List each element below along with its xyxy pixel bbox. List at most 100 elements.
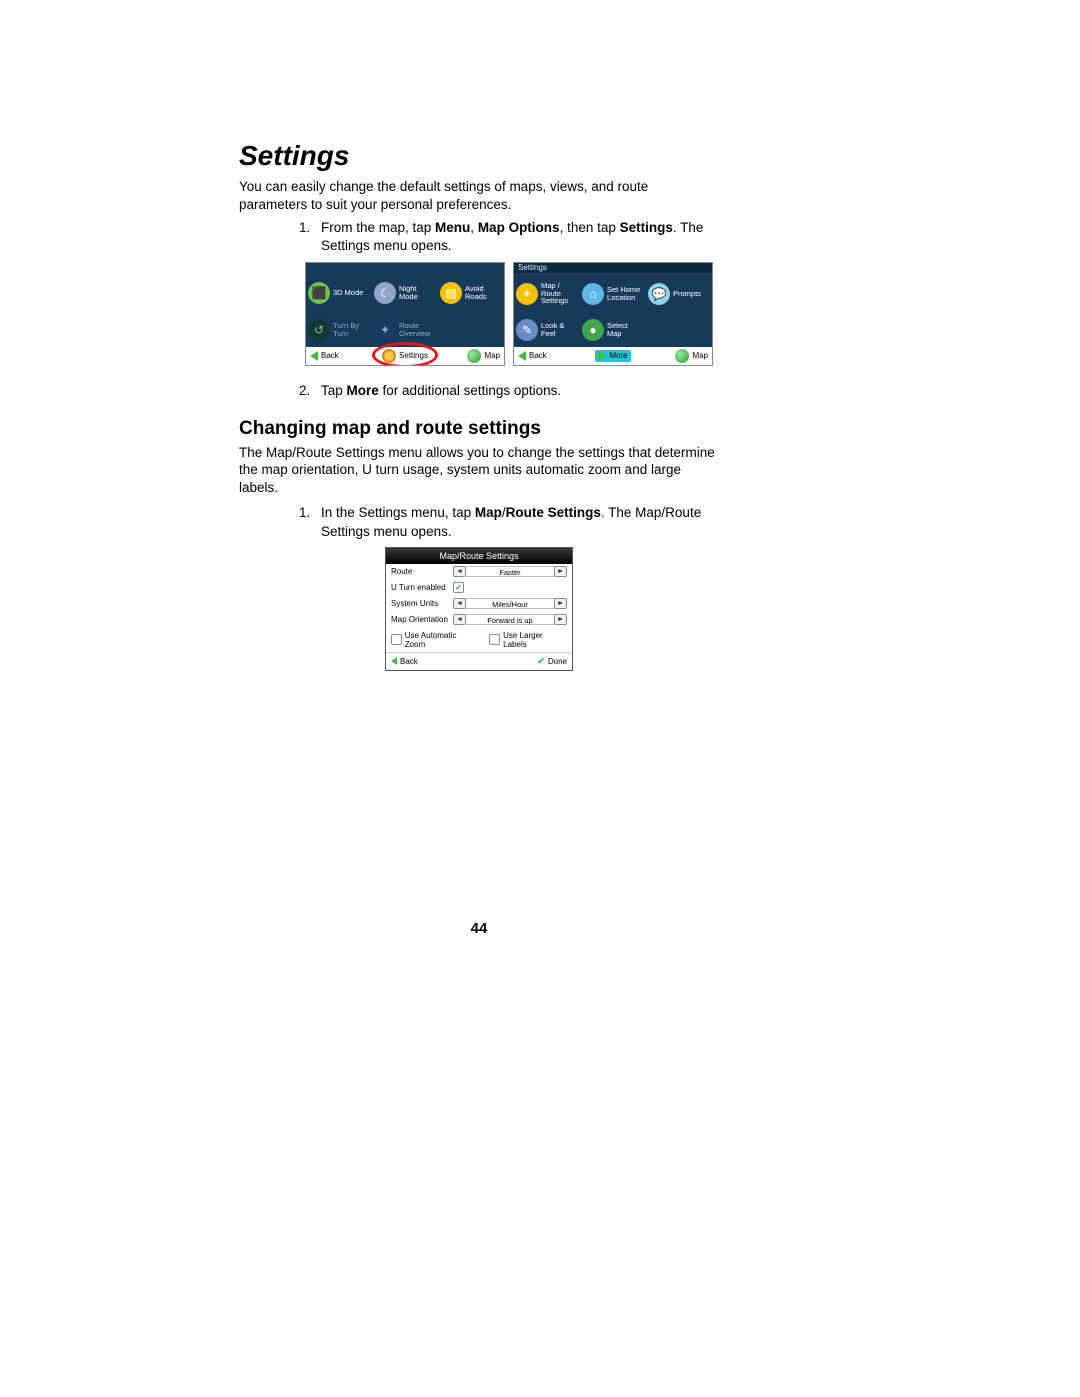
text-run: ,: [470, 220, 478, 235]
text-run: In the Settings menu, tap: [321, 505, 475, 520]
step-number: 1.: [299, 219, 321, 255]
moon-icon: ☾: [374, 282, 396, 304]
bold-run: More: [347, 383, 379, 398]
uturn-checkbox[interactable]: ✓: [453, 582, 464, 593]
prev-button[interactable]: ◄: [453, 598, 466, 609]
option-map-route-settings[interactable]: ✦Map / Route Settings: [514, 282, 580, 306]
panel-done-button[interactable]: ✔Done: [537, 656, 567, 667]
page-title: Settings: [239, 140, 719, 172]
option-label: Avoid Roads: [465, 285, 487, 301]
row-label: U Turn enabled: [391, 583, 453, 592]
hazard-icon: ▨: [440, 282, 462, 304]
nav-label: More: [609, 351, 627, 360]
option-label: Set Home Location: [607, 286, 640, 302]
check-icon: ✔: [537, 656, 545, 667]
text-run: , then tap: [560, 220, 620, 235]
bold-run: Settings: [620, 220, 673, 235]
nav-label: Back: [529, 351, 547, 360]
mode-icon: ⬛: [308, 282, 330, 304]
back-button[interactable]: Back: [306, 351, 368, 361]
nav-label: Map: [692, 351, 708, 360]
row-orientation: Map Orientation ◄ Forward is up ►: [386, 612, 572, 628]
screen-title: Settings: [514, 263, 712, 273]
option-select-map[interactable]: ●Select Map: [580, 319, 646, 341]
panel-title: Map/Route Settings: [386, 548, 572, 564]
page-number: 44: [239, 920, 719, 937]
prompt-icon: 💬: [648, 283, 670, 305]
option-avoid-roads[interactable]: ▨Avoid Roads: [438, 282, 504, 304]
option-3d-mode[interactable]: ⬛3D Mode: [306, 282, 372, 304]
nav-label: Back: [400, 657, 418, 666]
row-route: Route ◄ Faster ►: [386, 564, 572, 580]
section-intro: The Map/Route Settings menu allows you t…: [239, 444, 719, 497]
back-button[interactable]: Back: [514, 351, 576, 361]
next-button[interactable]: ►: [554, 614, 567, 625]
prev-button[interactable]: ◄: [453, 566, 466, 577]
row-label: Route: [391, 567, 453, 576]
auto-zoom-checkbox[interactable]: ✓: [391, 634, 402, 645]
step-2: 2. Tap More for additional settings opti…: [239, 382, 719, 400]
arrow-right-icon: [598, 351, 606, 361]
bold-run: Map: [475, 505, 502, 520]
option-label: Night Mode: [399, 285, 418, 301]
globe-icon: [675, 349, 689, 363]
units-value: Miles/Hour: [466, 598, 554, 609]
map-options-screen: ⬛3D Mode ☾Night Mode ▨Avoid Roads ↺Turn …: [305, 262, 505, 366]
bottom-nav: Back Settings Map: [306, 347, 504, 365]
next-button[interactable]: ►: [554, 598, 567, 609]
nav-label: Back: [321, 351, 339, 360]
step-3: 1. In the Settings menu, tap Map/Route S…: [239, 504, 719, 540]
intro-text: You can easily change the default settin…: [239, 178, 719, 213]
step-number: 2.: [299, 382, 321, 400]
option-label: Look & Feel: [541, 322, 564, 338]
arrow-left-icon: [391, 657, 397, 665]
check-label: Use Larger Labels: [503, 631, 567, 649]
edit-icon: ✎: [516, 319, 538, 341]
text-run: Tap: [321, 383, 347, 398]
bold-run: Route Settings: [506, 505, 601, 520]
next-button[interactable]: ►: [554, 566, 567, 577]
option-label: Turn By Turn: [333, 322, 359, 338]
option-label: 3D Mode: [333, 289, 363, 297]
settings-button[interactable]: Settings: [368, 349, 441, 363]
option-prompts[interactable]: 💬Prompts: [646, 283, 712, 305]
option-look-feel[interactable]: ✎Look & Feel: [514, 319, 580, 341]
option-turn-by-turn[interactable]: ↺Turn By Turn: [306, 319, 372, 341]
screenshots-row: ⬛3D Mode ☾Night Mode ▨Avoid Roads ↺Turn …: [299, 262, 719, 366]
option-set-home[interactable]: ⌂Set Home Location: [580, 283, 646, 305]
nav-label: Settings: [399, 351, 428, 360]
option-label: Map / Route Settings: [541, 282, 568, 306]
prev-button[interactable]: ◄: [453, 614, 466, 625]
map-icon: ●: [582, 319, 604, 341]
row-label: Map Orientation: [391, 615, 453, 624]
option-label: Select Map: [607, 322, 628, 338]
bold-run: Map Options: [478, 220, 560, 235]
step-text: From the map, tap Menu, Map Options, the…: [321, 219, 719, 255]
map-button[interactable]: Map: [442, 349, 504, 363]
row-checks: ✓ Use Automatic Zoom ✓ Use Larger Labels: [386, 628, 572, 653]
more-button[interactable]: More: [576, 350, 649, 362]
option-label: Route Overview: [399, 322, 430, 338]
bottom-nav: Back More Map: [514, 347, 712, 365]
home-icon: ⌂: [582, 283, 604, 305]
map-button[interactable]: Map: [650, 349, 712, 363]
gear-icon: [382, 349, 396, 363]
map-route-settings-panel: Map/Route Settings Route ◄ Faster ► U Tu…: [385, 547, 573, 671]
panel-back-button[interactable]: Back: [391, 656, 418, 667]
option-label: Prompts: [673, 290, 701, 298]
option-night-mode[interactable]: ☾Night Mode: [372, 282, 438, 304]
section-heading: Changing map and route settings: [239, 418, 719, 440]
step-text: In the Settings menu, tap Map/Route Sett…: [321, 504, 719, 540]
row-units: System Units ◄ Miles/Hour ►: [386, 596, 572, 612]
option-route-overview[interactable]: ✦Route Overview: [372, 319, 438, 341]
larger-labels-checkbox[interactable]: ✓: [489, 634, 500, 645]
row-uturn: U Turn enabled ✓: [386, 580, 572, 596]
panel-footer: Back ✔Done: [386, 653, 572, 670]
arrow-left-icon: [518, 351, 526, 361]
globe-icon: [467, 349, 481, 363]
text-run: for additional settings options.: [379, 383, 561, 398]
step-number: 1.: [299, 504, 321, 540]
row-label: System Units: [391, 599, 453, 608]
arrow-left-icon: [310, 351, 318, 361]
nav-label: Done: [548, 657, 567, 666]
